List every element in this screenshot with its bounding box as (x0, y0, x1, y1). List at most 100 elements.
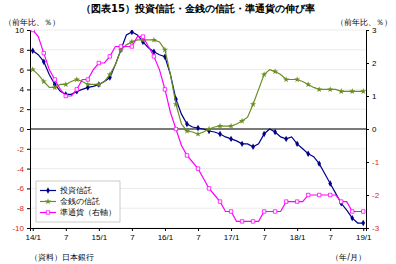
series-marker (31, 48, 35, 54)
series-marker (74, 76, 80, 82)
series-marker (196, 167, 199, 170)
tick-label: 0 (372, 125, 377, 134)
tick-label: 7 (196, 233, 201, 242)
x-tick: 7 (262, 228, 267, 242)
tick-label: -4 (17, 165, 25, 174)
series-marker (162, 47, 168, 53)
series-marker (240, 220, 243, 223)
tick-label: 8 (20, 46, 25, 55)
series-marker (151, 37, 157, 43)
tick-label: 7 (130, 233, 135, 242)
series-marker (174, 127, 177, 130)
series-marker (261, 71, 267, 77)
tick-label: 0 (20, 125, 25, 134)
series-marker (141, 35, 144, 38)
tick-label: 19/1 (356, 233, 372, 242)
tick-mark (366, 162, 369, 163)
series-marker (350, 215, 354, 221)
series-marker (64, 94, 67, 97)
tick-mark (27, 169, 30, 170)
tick-label: -10 (12, 224, 24, 233)
legend-label: 金銭の信託 (60, 197, 100, 206)
series-marker (339, 200, 342, 203)
x-tick: 7 (130, 228, 135, 242)
y-tick: 10 (15, 26, 30, 35)
tick-label: 7 (64, 233, 69, 242)
y2-axis-label: （前年比、％） (336, 18, 392, 27)
legend-marker (46, 187, 50, 193)
series-marker (328, 180, 332, 186)
series-marker (294, 76, 300, 82)
series-marker (185, 121, 189, 127)
series-marker (85, 81, 91, 87)
y2-axis: -3-2-10123 (366, 26, 380, 233)
series-marker (130, 30, 134, 35)
y-axis: -10-8-6-4-20246810 (12, 26, 30, 233)
tick-label: -6 (17, 184, 25, 193)
tick-mark (366, 195, 369, 196)
x-tick: 17/1 (224, 228, 240, 242)
tick-mark (27, 109, 30, 110)
x-tick: 7 (64, 228, 69, 242)
tick-mark (330, 228, 331, 231)
legend-box (36, 181, 120, 222)
y2-tick: 2 (366, 59, 377, 68)
series-marker (108, 55, 111, 58)
series-marker (185, 154, 188, 157)
tick-label: -3 (372, 224, 380, 233)
tick-mark (366, 96, 369, 97)
series-marker (306, 151, 310, 157)
tick-mark (27, 50, 30, 51)
tick-label: 17/1 (224, 233, 240, 242)
tick-mark (132, 228, 133, 231)
series-marker (218, 131, 222, 137)
series-marker (229, 210, 232, 213)
axis-domain (31, 229, 367, 232)
plot-area (30, 30, 366, 226)
series-marker (273, 129, 277, 135)
x-tick: 18/1 (290, 228, 306, 242)
tick-mark (33, 228, 34, 231)
series-marker (327, 86, 333, 92)
y-tick: 0 (20, 125, 30, 134)
series-marker (228, 123, 234, 129)
chart: -10-8-6-4-20246810-3-2-1012314/1715/1716… (0, 0, 396, 264)
y-tick: -6 (17, 184, 30, 193)
x-tick: 15/1 (92, 228, 108, 242)
legend-item: 金銭の信託 (40, 197, 100, 206)
series-marker (284, 200, 287, 203)
y2-tick: -2 (366, 191, 380, 200)
tick-label: 18/1 (290, 233, 306, 242)
legend-marker (46, 211, 49, 214)
x-tick: 14/1 (25, 228, 41, 242)
legend-label: 準通貨（右軸） (60, 208, 116, 217)
tick-mark (27, 129, 30, 130)
series-marker (360, 88, 366, 94)
tick-mark (27, 30, 30, 31)
grid-line (30, 148, 366, 149)
x-tick: 16/1 (158, 228, 174, 242)
series-marker (63, 81, 69, 87)
series-marker (195, 131, 201, 137)
series-marker (52, 84, 58, 90)
grid-line (30, 49, 366, 50)
grid (30, 30, 366, 228)
series-marker (273, 210, 276, 213)
x-tick: 7 (196, 228, 201, 242)
series-marker (251, 220, 254, 223)
series-marker (119, 45, 122, 48)
series-marker (97, 61, 100, 64)
tick-label: 7 (328, 233, 333, 242)
series-marker (272, 68, 278, 74)
series-marker (295, 200, 298, 203)
series-marker (262, 131, 266, 137)
series-marker (152, 55, 155, 58)
tick-label: 2 (20, 105, 25, 114)
series-marker (250, 101, 256, 107)
tick-mark (297, 228, 298, 231)
y2-tick: 3 (366, 26, 377, 35)
tick-label: 15/1 (92, 233, 108, 242)
tick-mark (231, 228, 232, 231)
y-tick: 4 (20, 85, 30, 94)
grid-line (30, 109, 366, 110)
